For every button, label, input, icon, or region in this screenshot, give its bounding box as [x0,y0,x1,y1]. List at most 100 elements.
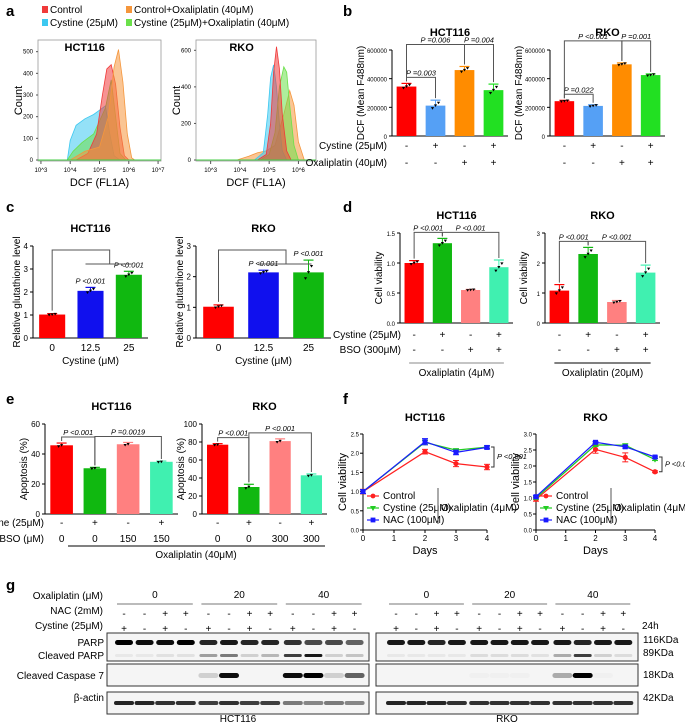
y-axis-label: DCF (Mean F488nm) [356,46,367,140]
x-tick-label: 10^6 [122,168,135,174]
band-parp [156,640,175,645]
bar [238,487,260,514]
data-point [303,277,308,280]
p-value-label: P <0.001 [63,428,93,437]
band-actin [303,701,324,705]
data-point [583,256,587,259]
x-tick-label: 0 [216,343,222,354]
data-point [453,449,459,455]
data-point [592,446,599,452]
data-point [652,454,658,460]
band-cleaved-parp [199,654,218,657]
bar [203,306,234,338]
y-tick-label: 2 [24,288,29,297]
nac-mark: + [600,609,606,620]
x-tick-label: 10^4 [233,168,246,174]
panel-letter-d: d [343,199,352,216]
y-axis-label: Relative glutathione level [175,236,186,347]
x-tick-label: 0 [49,343,55,354]
data-point [557,289,561,292]
condition-mark: + [468,345,474,356]
legend-label: Cystine (25μM) [556,503,624,514]
band-cleaved-parp [345,654,364,657]
data-point [47,313,51,317]
data-point [404,85,409,88]
legend-group-label: Oxaliplatin (4μM) [441,503,517,514]
data-point [533,494,539,500]
significance-bracket [659,456,663,473]
data-point [50,313,54,316]
p-value-label: P =0.006 [421,35,452,44]
condition-mark: - [441,345,444,356]
y-tick-label: 1 [537,292,541,298]
x-tick-label: 25 [123,343,135,354]
blot-label: Cleaved PARP [38,651,104,662]
band-actin [134,701,155,705]
panel-letter-g: g [6,577,15,594]
condition-mark: 150 [120,534,137,545]
data-point [622,454,628,460]
band-caspase7 [510,673,530,678]
band-actin [175,701,196,705]
band-cleaved-parp [573,654,592,657]
p-value-label: P =0.0019 [111,427,146,436]
treatment-label: Oxaliplatin (20μM) [562,368,643,379]
band-parp [283,640,302,645]
x-axis-label: Cystine (μM) [62,356,119,367]
data-point [484,464,490,470]
band-cleaved-parp [553,654,572,657]
bar [269,441,291,514]
data-point [500,262,504,265]
y-tick-label: 0.0 [351,529,360,535]
y-tick-label: 1.0 [351,490,360,496]
p-value-label: P =0.004 [464,35,494,44]
y-tick-label: 2 [187,273,192,282]
subplot-title: HCT116 [91,401,131,413]
data-point [641,275,645,278]
legend-marker [370,517,376,523]
cystine-mark: - [312,624,315,635]
significance-bracket [491,446,495,468]
band-caspase7 [572,673,593,678]
y-tick-label: 1 [187,303,192,312]
condition-mark: 150 [153,534,170,545]
band-actin [219,701,239,705]
p-value-label: P <0.001 [413,223,443,232]
y-tick-label: 200000 [367,106,388,112]
band-actin [406,701,427,705]
y-axis-label: Cell viability [519,252,530,305]
band-actin [426,701,447,705]
bar [150,461,173,514]
p-value-label: P <0.001 [602,232,632,241]
nac-mark: - [394,609,397,620]
data-point [261,271,266,274]
legend-group-label: Oxaliplatin (4μM) [614,503,685,514]
y-tick-label: 3 [24,265,29,274]
nac-mark: - [122,609,125,620]
significance-bracket [218,249,287,302]
data-point [615,300,619,304]
cystine-mark: + [331,624,337,635]
band-parp [115,640,133,645]
y-tick-label: 3 [537,232,541,238]
bar [454,70,475,136]
condition-mark: - [412,345,415,356]
band-caspase7 [282,673,303,678]
condition-mark: + [491,158,497,169]
significance-bracket [94,435,162,466]
subplot-title: RKO [251,223,276,235]
data-point [588,105,592,108]
nac-mark: + [267,609,273,620]
cystine-mark: - [498,624,501,635]
legend-swatch [42,6,48,13]
data-point [562,99,566,103]
p-value-label: P <0.001 [559,232,589,241]
data-point [422,449,428,455]
bar [578,254,598,323]
data-point [306,474,310,478]
y-tick-label: 2.5 [351,433,360,439]
nac-mark: - [581,609,584,620]
subplot-title: HCT116 [405,412,445,424]
kda-label: 42KDa [643,693,674,704]
cystine-mark: + [290,624,296,635]
